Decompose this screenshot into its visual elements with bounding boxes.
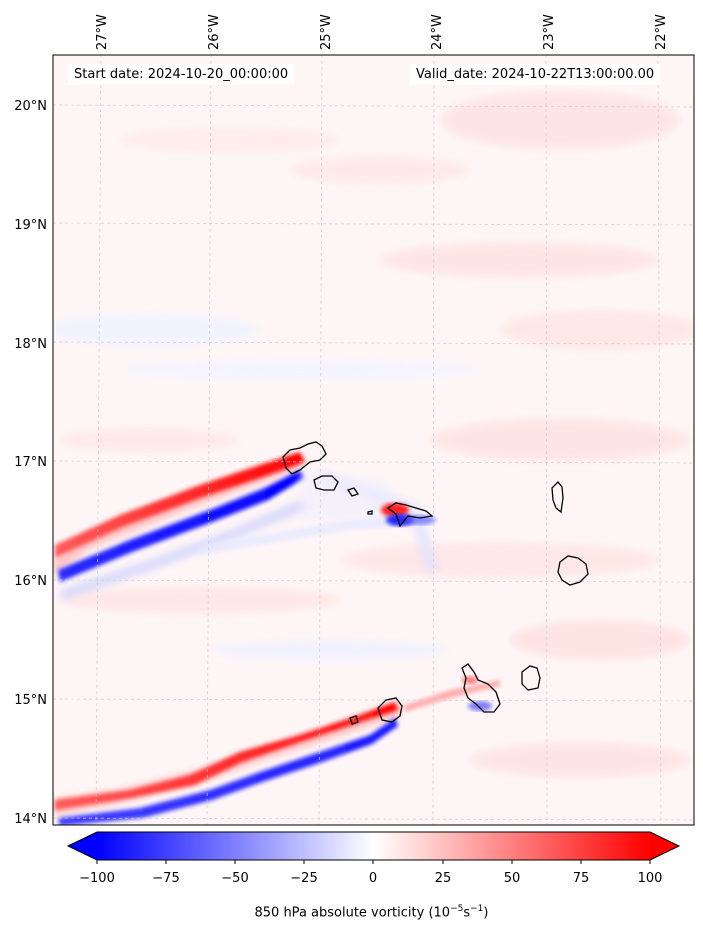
sao-vicente-island xyxy=(313,475,339,491)
northern-vorticity-wake xyxy=(53,452,440,600)
sal-island xyxy=(551,481,564,514)
colorbar-tick: −75 xyxy=(152,871,179,886)
colorbar-gradient xyxy=(97,832,650,860)
lon-label: 24°W xyxy=(430,14,445,50)
brava-island xyxy=(349,715,359,725)
lon-label: 27°W xyxy=(95,14,110,50)
colorbar-tick: 0 xyxy=(369,871,377,886)
valid-date-label: Valid_date: 2024-10-22T13:00:00.00 xyxy=(410,64,661,85)
lat-label: 17°N xyxy=(14,455,47,470)
colorbar-label-exp2: −1 xyxy=(470,904,484,914)
latitude-labels: 20°N 19°N 18°N 17°N 16°N 15°N 14°N xyxy=(14,99,47,827)
colorbar-max-extension xyxy=(650,832,679,860)
maio-island xyxy=(521,665,541,691)
vorticity-field-background xyxy=(53,90,694,778)
colorbar-tick: 50 xyxy=(504,871,521,886)
ilheu-raso xyxy=(367,510,373,515)
colorbar-tick: 100 xyxy=(638,871,663,886)
santo-antao-island xyxy=(282,441,327,475)
colorbar: −100 −75 −50 −25 0 25 50 75 100 xyxy=(66,831,681,886)
colorbar-tick: 25 xyxy=(435,871,452,886)
island-coastlines xyxy=(282,441,589,725)
lat-label: 19°N xyxy=(14,218,47,233)
colorbar-label-exp1: −5 xyxy=(450,904,464,914)
sao-nicolau-vorticity xyxy=(381,503,436,526)
colorbar-label: 850 hPa absolute vorticity (10−5s−1) xyxy=(0,904,703,920)
colorbar-tick: 75 xyxy=(573,871,590,886)
lon-label: 23°W xyxy=(542,14,557,50)
lon-label: 26°W xyxy=(207,14,222,50)
santiago-island xyxy=(461,663,501,713)
boa-vista-island xyxy=(557,555,589,586)
colorbar-tick: −50 xyxy=(221,871,248,886)
fogo-island xyxy=(377,697,403,723)
sao-nicolau-island xyxy=(386,502,434,528)
colorbar-tick: −100 xyxy=(79,871,115,886)
map-frame xyxy=(52,54,695,826)
lat-label: 14°N xyxy=(14,812,47,827)
lat-label: 18°N xyxy=(14,337,47,352)
colorbar-label-main: 850 hPa absolute vorticity (10 xyxy=(254,905,451,921)
santa-luzia-island xyxy=(346,487,360,497)
lat-label: 20°N xyxy=(14,99,47,114)
start-date-label: Start date: 2024-10-20_00:00:00 xyxy=(68,64,295,85)
southern-vorticity-wake xyxy=(53,676,500,825)
gridlines xyxy=(52,54,695,826)
longitude-labels: 27°W 26°W 25°W 24°W 23°W 22°W xyxy=(95,14,669,50)
colorbar-tick: −25 xyxy=(290,871,317,886)
colorbar-min-extension xyxy=(68,832,97,860)
lat-label: 15°N xyxy=(14,693,47,708)
colorbar-label-end: ) xyxy=(483,905,489,921)
colorbar-label-mid: s xyxy=(463,905,471,921)
lon-label: 25°W xyxy=(319,14,334,50)
lon-label: 22°W xyxy=(654,14,669,50)
lat-label: 16°N xyxy=(14,574,47,589)
